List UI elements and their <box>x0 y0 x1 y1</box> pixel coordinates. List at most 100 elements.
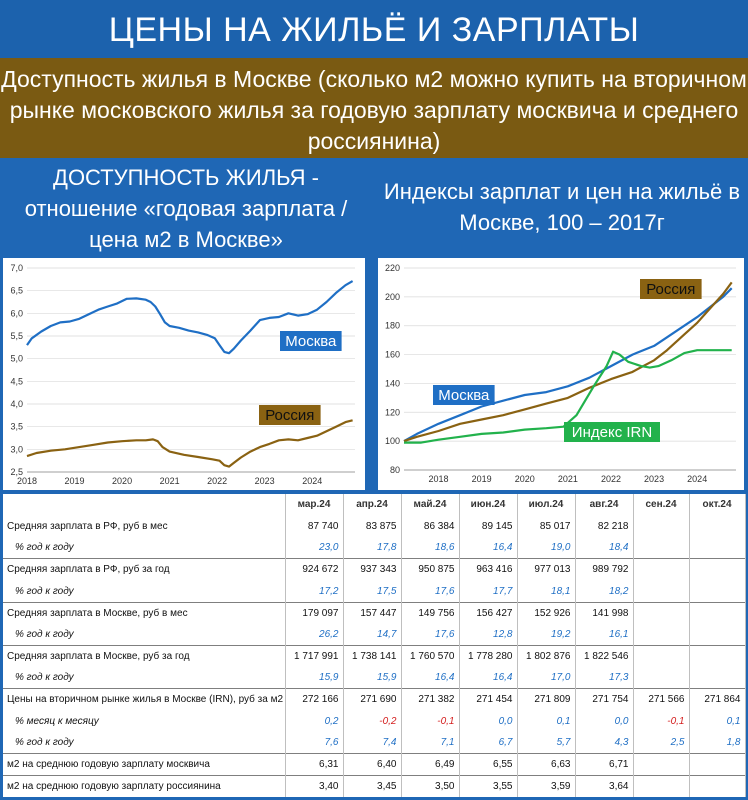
series-tag: Россия <box>259 405 321 425</box>
table-row: Цены на вторичном рынке жилья в Москве (… <box>3 688 746 711</box>
table-cell: 6,71 <box>575 753 634 776</box>
table-cell: 23,0 <box>285 537 344 559</box>
table-cell: 0,0 <box>459 710 518 733</box>
table-cell: 4,3 <box>575 732 634 754</box>
table-cell: 17,7 <box>459 580 518 603</box>
series-line-1 <box>403 287 733 443</box>
y-tick-label: 5,0 <box>10 354 23 364</box>
table-cell: 924 672 <box>285 558 344 581</box>
index-chart-svg: 80 100 120 140 160 180 200 220 2018 2019 2020 2021 2… <box>385 263 736 484</box>
table-cell: 271 754 <box>575 688 634 711</box>
series-line-2 <box>403 281 733 443</box>
table-cell: 86 384 <box>401 515 460 538</box>
table-cell: 18,1 <box>517 580 576 603</box>
table-cell: 3,40 <box>285 774 344 797</box>
table-cell: 18,2 <box>575 580 634 603</box>
series-tag-label: Россия <box>646 281 695 298</box>
table-cell: 17,0 <box>517 667 576 689</box>
table-cell: 1 778 280 <box>459 644 518 668</box>
y-tick-label: 6,5 <box>10 286 23 296</box>
row-label: Средняя зарплата в Москве, руб за год <box>3 644 286 668</box>
x-tick-label: 2018 <box>17 476 37 486</box>
table-row: Средняя зарплата в РФ, руб за год 924 672… <box>3 558 746 581</box>
y-tick-label: 220 <box>385 263 400 273</box>
y-tick-label: 7,0 <box>10 263 23 273</box>
y-tick-label: 2,5 <box>10 467 23 477</box>
table-cell: 3,50 <box>401 774 460 797</box>
table-cell: 17,2 <box>285 580 344 603</box>
table-cell: 937 343 <box>343 558 402 581</box>
table-cell: 17,5 <box>343 580 402 603</box>
table-cell: 5,7 <box>517 732 576 754</box>
table-row: % год к году 17,2 17,5 17,6 17,7 18,1 18,2 <box>3 580 746 603</box>
table-cell: 26,2 <box>285 623 344 646</box>
row-label: Средняя зарплата в Москве, руб в мес <box>3 601 286 624</box>
table-cell: 7,1 <box>401 732 460 754</box>
table-cell: 82 218 <box>575 515 634 538</box>
row-label: % год к году <box>3 623 286 646</box>
x-tick-label: 2019 <box>472 474 492 484</box>
series-tag-box <box>280 331 342 351</box>
series-line-2 <box>26 419 353 468</box>
x-tick-label: 2020 <box>112 476 132 486</box>
table-cell: 271 454 <box>459 688 518 711</box>
table-cell: 6,40 <box>343 753 402 776</box>
x-tick-label: 2020 <box>515 474 535 484</box>
y-tick-label: 100 <box>385 436 400 446</box>
series-tag-label: Россия <box>265 407 314 424</box>
affordability-chart: 2,5 3,0 3,5 4,0 4,5 5,0 5,5 6,0 6,5 7,0 2018 2019 20… <box>3 258 365 490</box>
table-cell: 271 566 <box>633 688 690 711</box>
series-tag-box <box>564 422 660 442</box>
table-cell <box>633 515 690 538</box>
index-chart: 80 100 120 140 160 180 200 220 2018 2019 2020 2021 2… <box>378 258 744 490</box>
table-cell: -0,1 <box>401 710 460 733</box>
x-tick-label: 2021 <box>160 476 180 486</box>
table-cell: 149 756 <box>401 601 460 624</box>
row-label: % месяц к месяцу <box>3 710 286 733</box>
table-cell: 989 792 <box>575 558 634 581</box>
y-tick-label: 3,0 <box>10 444 23 454</box>
y-tick-label: 160 <box>385 350 400 360</box>
table-cell: 83 875 <box>343 515 402 538</box>
table-header-corner <box>3 494 286 516</box>
table-cell: 1 717 991 <box>285 644 344 668</box>
table-cell: 141 998 <box>575 601 634 624</box>
x-tick-label: 2023 <box>255 476 275 486</box>
x-tick-label: 2022 <box>601 474 621 484</box>
series-tag: Индекс IRN <box>564 422 660 442</box>
table-cell <box>633 774 690 797</box>
row-label: % год к году <box>3 667 286 689</box>
y-tick-label: 4,5 <box>10 376 23 386</box>
left-chart-heading: ДОСТУПНОСТЬ ЖИЛЬЯ - отношение «годовая з… <box>24 165 348 252</box>
table-cell: 16,4 <box>459 667 518 689</box>
data-table: мар.24 апр.24 май.24 июн.24 июл.24 авг.24 сен.… <box>3 494 746 797</box>
table-cell: 3,55 <box>459 774 518 797</box>
table-cell: 87 740 <box>285 515 344 538</box>
series-tag-label: Москва <box>438 387 490 404</box>
table-cell: 1,8 <box>689 732 746 754</box>
table-header-cell: июл.24 <box>517 494 576 516</box>
table-header-cell: апр.24 <box>343 494 402 516</box>
series-line-1 <box>26 280 354 355</box>
y-tick-label: 180 <box>385 321 400 331</box>
table-cell: 1 822 546 <box>575 644 634 668</box>
table-cell: 977 013 <box>517 558 576 581</box>
row-label: Средняя зарплата в РФ, руб за год <box>3 558 286 581</box>
y-tick-label: 4,0 <box>10 399 23 409</box>
table-cell <box>689 601 746 624</box>
y-tick-label: 80 <box>390 465 400 475</box>
table-cell: 3,59 <box>517 774 576 797</box>
table-cell: 950 875 <box>401 558 460 581</box>
row-label: м2 на среднюю годовую зарплату россиянин… <box>3 774 286 797</box>
table-cell: 17,6 <box>401 623 460 646</box>
table-cell: 6,49 <box>401 753 460 776</box>
table-cell <box>633 753 690 776</box>
table-cell <box>633 558 690 581</box>
table-cell <box>689 774 746 797</box>
table-header-cell: мар.24 <box>285 494 344 516</box>
table-row: % год к году 26,2 14,7 17,6 12,8 19,2 16,1 <box>3 623 746 646</box>
table-cell: 6,55 <box>459 753 518 776</box>
series-tag-box <box>640 279 702 299</box>
table-cell <box>689 558 746 581</box>
table-cell: 271 864 <box>689 688 746 711</box>
